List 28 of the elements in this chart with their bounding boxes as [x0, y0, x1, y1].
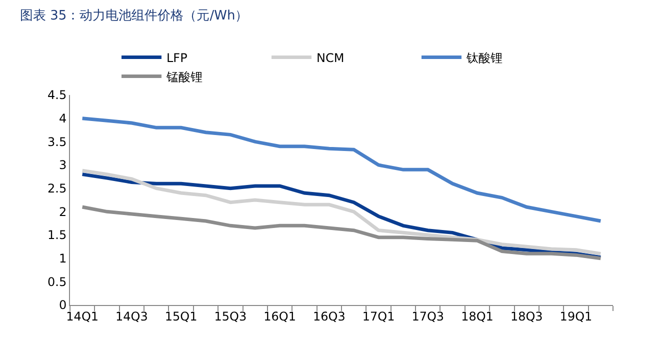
- x-tick-label: 14Q1: [66, 309, 99, 324]
- y-tick-label: 4: [58, 112, 67, 126]
- legend-label: 钛酸锂: [466, 50, 502, 65]
- x-tick-label: 16Q1: [264, 309, 296, 324]
- x-tick-label: 18Q3: [510, 309, 543, 324]
- legend-label: LFP: [166, 50, 188, 65]
- x-tick-label: 18Q1: [461, 309, 494, 324]
- x-tick-label: 15Q1: [164, 309, 198, 324]
- line-series: [80, 205, 602, 260]
- y-tick-label: 2: [58, 204, 67, 219]
- legend-label: NCM: [316, 50, 344, 65]
- x-tick-label: 19Q1: [560, 309, 592, 324]
- chart-title: 图表 35：动力电池组件价格（元/Wh）: [20, 8, 248, 24]
- legend-label: 锰酸锂: [166, 70, 202, 84]
- y-tick-label: 1.5: [48, 228, 67, 242]
- y-tick-label: 2.5: [48, 182, 67, 196]
- y-tick-label: 0.5: [48, 274, 67, 289]
- x-tick-label: 16Q3: [312, 309, 346, 324]
- x-tick-label: 17Q1: [362, 309, 395, 324]
- x-tick-label: 14Q3: [116, 309, 148, 324]
- y-tick-label: 1: [58, 252, 67, 266]
- y-tick-label: 4.5: [48, 88, 67, 102]
- x-tick-label: 15Q3: [214, 309, 247, 324]
- y-tick-label: 0: [58, 298, 67, 312]
- x-tick-label: 17Q3: [412, 309, 444, 324]
- line-series: [80, 116, 602, 223]
- y-tick-label: 3.5: [48, 134, 67, 149]
- y-tick-label: 3: [58, 158, 67, 172]
